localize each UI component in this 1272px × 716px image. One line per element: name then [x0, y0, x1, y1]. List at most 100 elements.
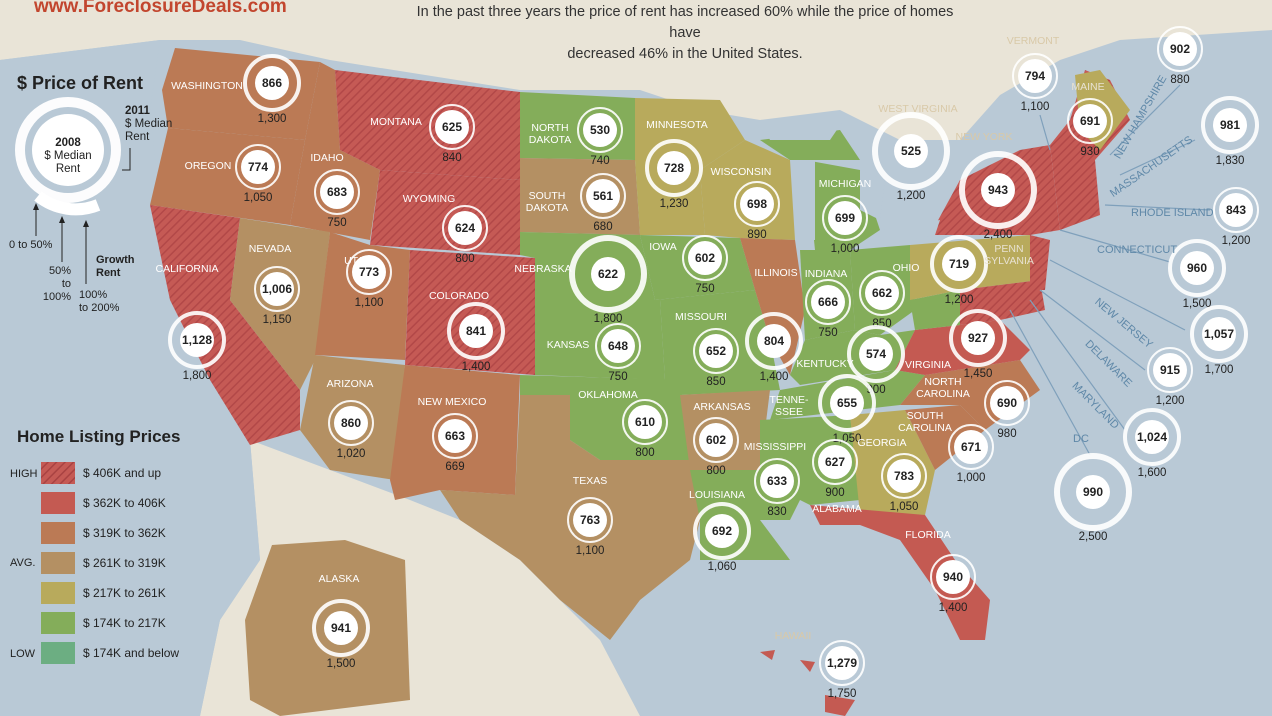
rent-2011-value: 1,700 — [1205, 364, 1234, 376]
state-label-south-dakota: SOUTH DAKOTA — [525, 190, 569, 214]
rent-marker-nevada: 1,006 1,150 — [254, 266, 300, 326]
growth-ring — [812, 439, 858, 485]
growth-ring — [1201, 96, 1259, 154]
rent-marker-louisiana: 692 1,060 — [693, 502, 751, 573]
rent-2008-dot — [828, 201, 862, 235]
rent-2011-value: 930 — [1080, 146, 1099, 158]
rent-2008-value: 610 — [635, 415, 655, 429]
rent-2008-value: 927 — [968, 331, 988, 345]
rent-2011-value: 1,100 — [355, 297, 384, 309]
rent-2008-value: 902 — [1170, 42, 1190, 56]
ne-connectors — [1009, 84, 1211, 456]
state-label-oklahoma: OKLAHOMA — [578, 389, 638, 401]
rent-legend-2011-year: 2011 — [125, 105, 150, 117]
rent-2008-value: 843 — [1226, 203, 1246, 217]
rent-2008-dot — [448, 211, 482, 245]
rent-legend-2011: 2011 $ Median Rent — [125, 105, 172, 144]
price-legend-title: Home Listing Prices — [17, 427, 181, 446]
rent-2011-value: 1,830 — [1216, 155, 1245, 167]
growth-ring — [254, 266, 300, 312]
rent-2008-value: 1,057 — [1204, 327, 1234, 341]
state-label-georgia: GEORGIA — [857, 437, 907, 449]
rent-marker-wisconsin: 698 890 — [734, 181, 780, 241]
rent-2011-value: 1,200 — [1222, 235, 1251, 247]
rent-2008-value: 1,128 — [182, 333, 212, 347]
rent-2008-dot — [859, 337, 893, 371]
rent-2008-value: 622 — [598, 267, 618, 281]
rent-marker-arkansas: 602 800 — [693, 417, 739, 477]
state-label-pennsylvania: PENN SYLVANIA — [984, 243, 1034, 267]
rent-2011-value: 1,100 — [1021, 101, 1050, 113]
price-legend-avg: AVG. — [10, 557, 36, 569]
growth-ring — [859, 270, 905, 316]
rent-2011-value: 1,230 — [660, 198, 689, 210]
rent-2008-value: 783 — [894, 469, 914, 483]
rent-2008-value: 648 — [608, 339, 628, 353]
price-legend-label: $ 174K to 217K — [83, 616, 166, 630]
state-south-carolina — [905, 405, 985, 470]
growth-ring — [847, 325, 905, 383]
rent-2011-value: 2,500 — [1079, 531, 1108, 543]
rent-2011-value: 840 — [442, 152, 461, 164]
rent-2011-value: 1,800 — [183, 370, 212, 382]
rent-marker-maine: 691 930 — [1067, 98, 1113, 158]
rent-2008-value: 663 — [445, 429, 465, 443]
rent-2008-dot — [705, 514, 739, 548]
rent-legend-title: $ Price of Rent — [17, 73, 144, 93]
state-label-missouri: MISSOURI — [675, 311, 727, 323]
rent-2011-value: 1,500 — [1183, 298, 1212, 310]
rent-2011-value: 2,400 — [984, 229, 1013, 241]
rent-2008-value: 699 — [835, 211, 855, 225]
rent-marker-oregon: 774 1,050 — [235, 144, 281, 204]
state-label-nebraska: NEBRASKA — [514, 263, 572, 275]
growth-ring — [1123, 408, 1181, 466]
rent-legend-2008-l2: Rent — [55, 163, 81, 175]
rent-2011-value: 800 — [455, 253, 474, 265]
state-florida — [810, 505, 990, 640]
site-url[interactable]: www.ForeclosureDeals.com — [34, 0, 287, 17]
rent-marker-idaho: 683 750 — [314, 169, 360, 229]
rent-marker-new-jersey: 1,057 1,700 — [1190, 305, 1248, 376]
growth-ring — [429, 104, 475, 150]
state-label-kentucky: KENTUCKY — [796, 358, 854, 370]
price-legend-label: $ 261K to 319K — [83, 556, 166, 570]
state-label-illinois: ILLINOIS — [754, 267, 798, 279]
rent-2008-value: 652 — [706, 344, 726, 358]
state-maryland-delaware — [960, 280, 1045, 325]
rent-2011-value: 890 — [747, 229, 766, 241]
price-legend-swatch — [41, 612, 75, 634]
northeast-label-dc: DC — [1073, 433, 1089, 445]
state-label-nevada: NEVADA — [248, 243, 292, 255]
rent-2011-value: 850 — [706, 376, 725, 388]
rent-2011-value: 750 — [608, 371, 627, 383]
price-legend-swatch — [41, 642, 75, 664]
growth-ring — [745, 312, 803, 370]
great-lakes — [760, 118, 940, 245]
rent-marker-virginia: 927 1,450 — [949, 309, 1007, 380]
price-legend-swatch — [41, 522, 75, 544]
rent-2008-dot — [1213, 108, 1247, 142]
rent-2008-dot — [1219, 193, 1253, 227]
state-hawaii — [760, 650, 855, 716]
rent-2011-value: 1,200 — [945, 294, 974, 306]
canada-land — [0, 0, 1272, 140]
rent-2008-value: 773 — [359, 265, 379, 279]
state-montana — [335, 70, 520, 180]
rent-2008-dot — [180, 323, 214, 357]
state-label-south-carolina: SOUTH CAROLINA — [898, 410, 952, 434]
rent-2008-value: 860 — [341, 416, 361, 430]
rent-2008-value: 683 — [327, 185, 347, 199]
rent-marker-michigan: 699 1,000 — [822, 195, 868, 255]
growth-ring — [959, 151, 1037, 229]
rent-legend-2011-l2: Rent — [125, 131, 150, 143]
rent-marker-wyoming: 624 800 — [442, 205, 488, 265]
growth-ring — [754, 458, 800, 504]
rent-2008-dot — [699, 334, 733, 368]
state-label-colorado: COLORADO — [428, 290, 490, 302]
rent-2008-dot — [435, 110, 469, 144]
price-legend-swatch — [41, 462, 75, 484]
rent-2008-dot — [818, 445, 852, 479]
growth-ring — [1157, 26, 1203, 72]
rent-2011-value: 669 — [445, 461, 464, 473]
state-label-california: CALIFORNIA — [155, 263, 219, 275]
